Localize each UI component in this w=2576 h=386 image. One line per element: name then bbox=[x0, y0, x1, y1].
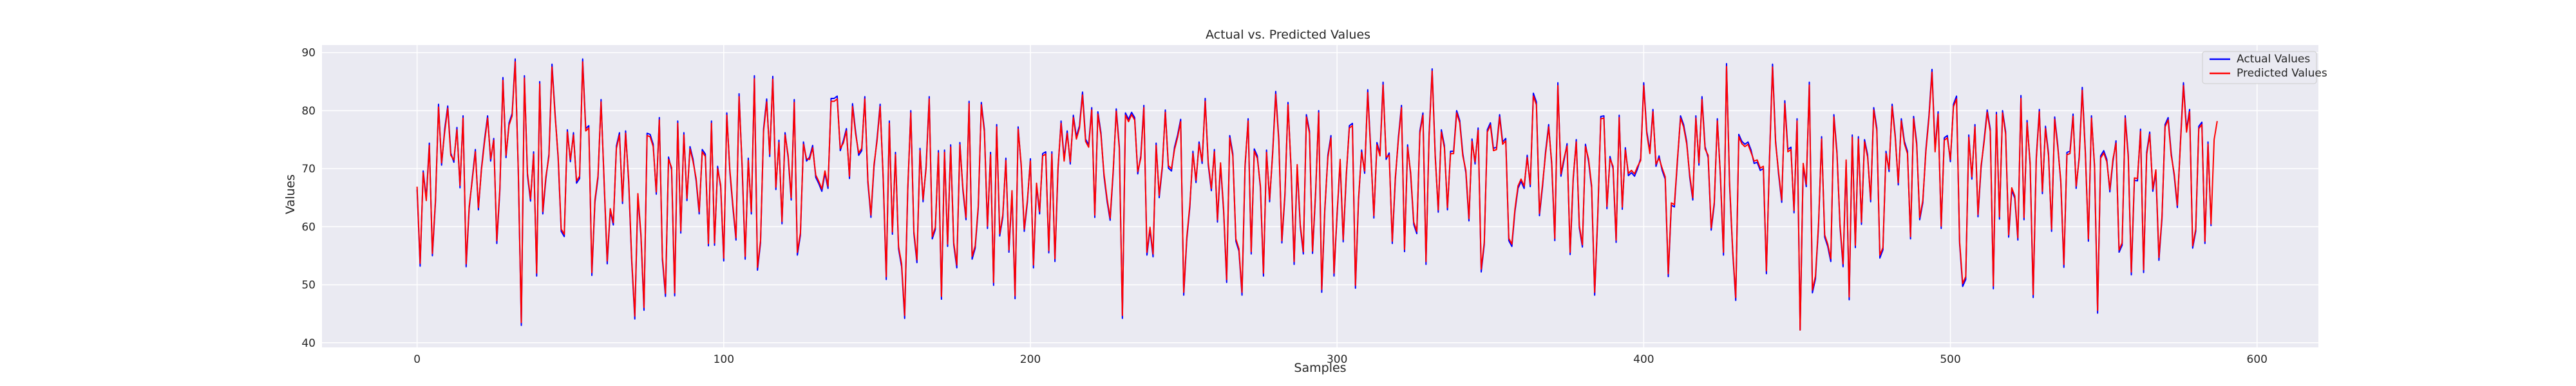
x-tick-label: 500 bbox=[1940, 353, 1960, 366]
y-tick-labels: 40 50 60 70 80 90 bbox=[301, 47, 316, 350]
series-line-predicted bbox=[416, 61, 2218, 331]
legend: Actual Values Predicted Values bbox=[2202, 51, 2327, 84]
y-tick-label: 90 bbox=[301, 47, 316, 60]
x-tick-labels: 0 100 200 300 400 500 600 bbox=[413, 353, 2268, 366]
x-axis-label: Samples bbox=[1294, 361, 1346, 375]
x-tick-label: 0 bbox=[413, 353, 421, 366]
legend-box bbox=[2202, 51, 2317, 84]
x-tick-label: 100 bbox=[714, 353, 734, 366]
y-tick-label: 70 bbox=[301, 163, 316, 176]
y-tick-label: 40 bbox=[301, 337, 316, 350]
series-lines bbox=[416, 58, 2218, 331]
chart-title: Actual vs. Predicted Values bbox=[1206, 28, 1370, 42]
legend-label-actual: Actual Values bbox=[2237, 53, 2310, 66]
x-tick-label: 400 bbox=[1633, 353, 1654, 366]
x-tick-label: 600 bbox=[2247, 353, 2268, 366]
y-tick-label: 50 bbox=[301, 279, 316, 292]
y-axis-label: Values bbox=[283, 174, 298, 214]
x-tick-label: 300 bbox=[1327, 353, 1347, 366]
legend-label-predicted: Predicted Values bbox=[2237, 67, 2327, 80]
x-tick-label: 200 bbox=[1020, 353, 1041, 366]
y-tick-label: 60 bbox=[301, 221, 316, 234]
y-tick-label: 80 bbox=[301, 105, 316, 118]
